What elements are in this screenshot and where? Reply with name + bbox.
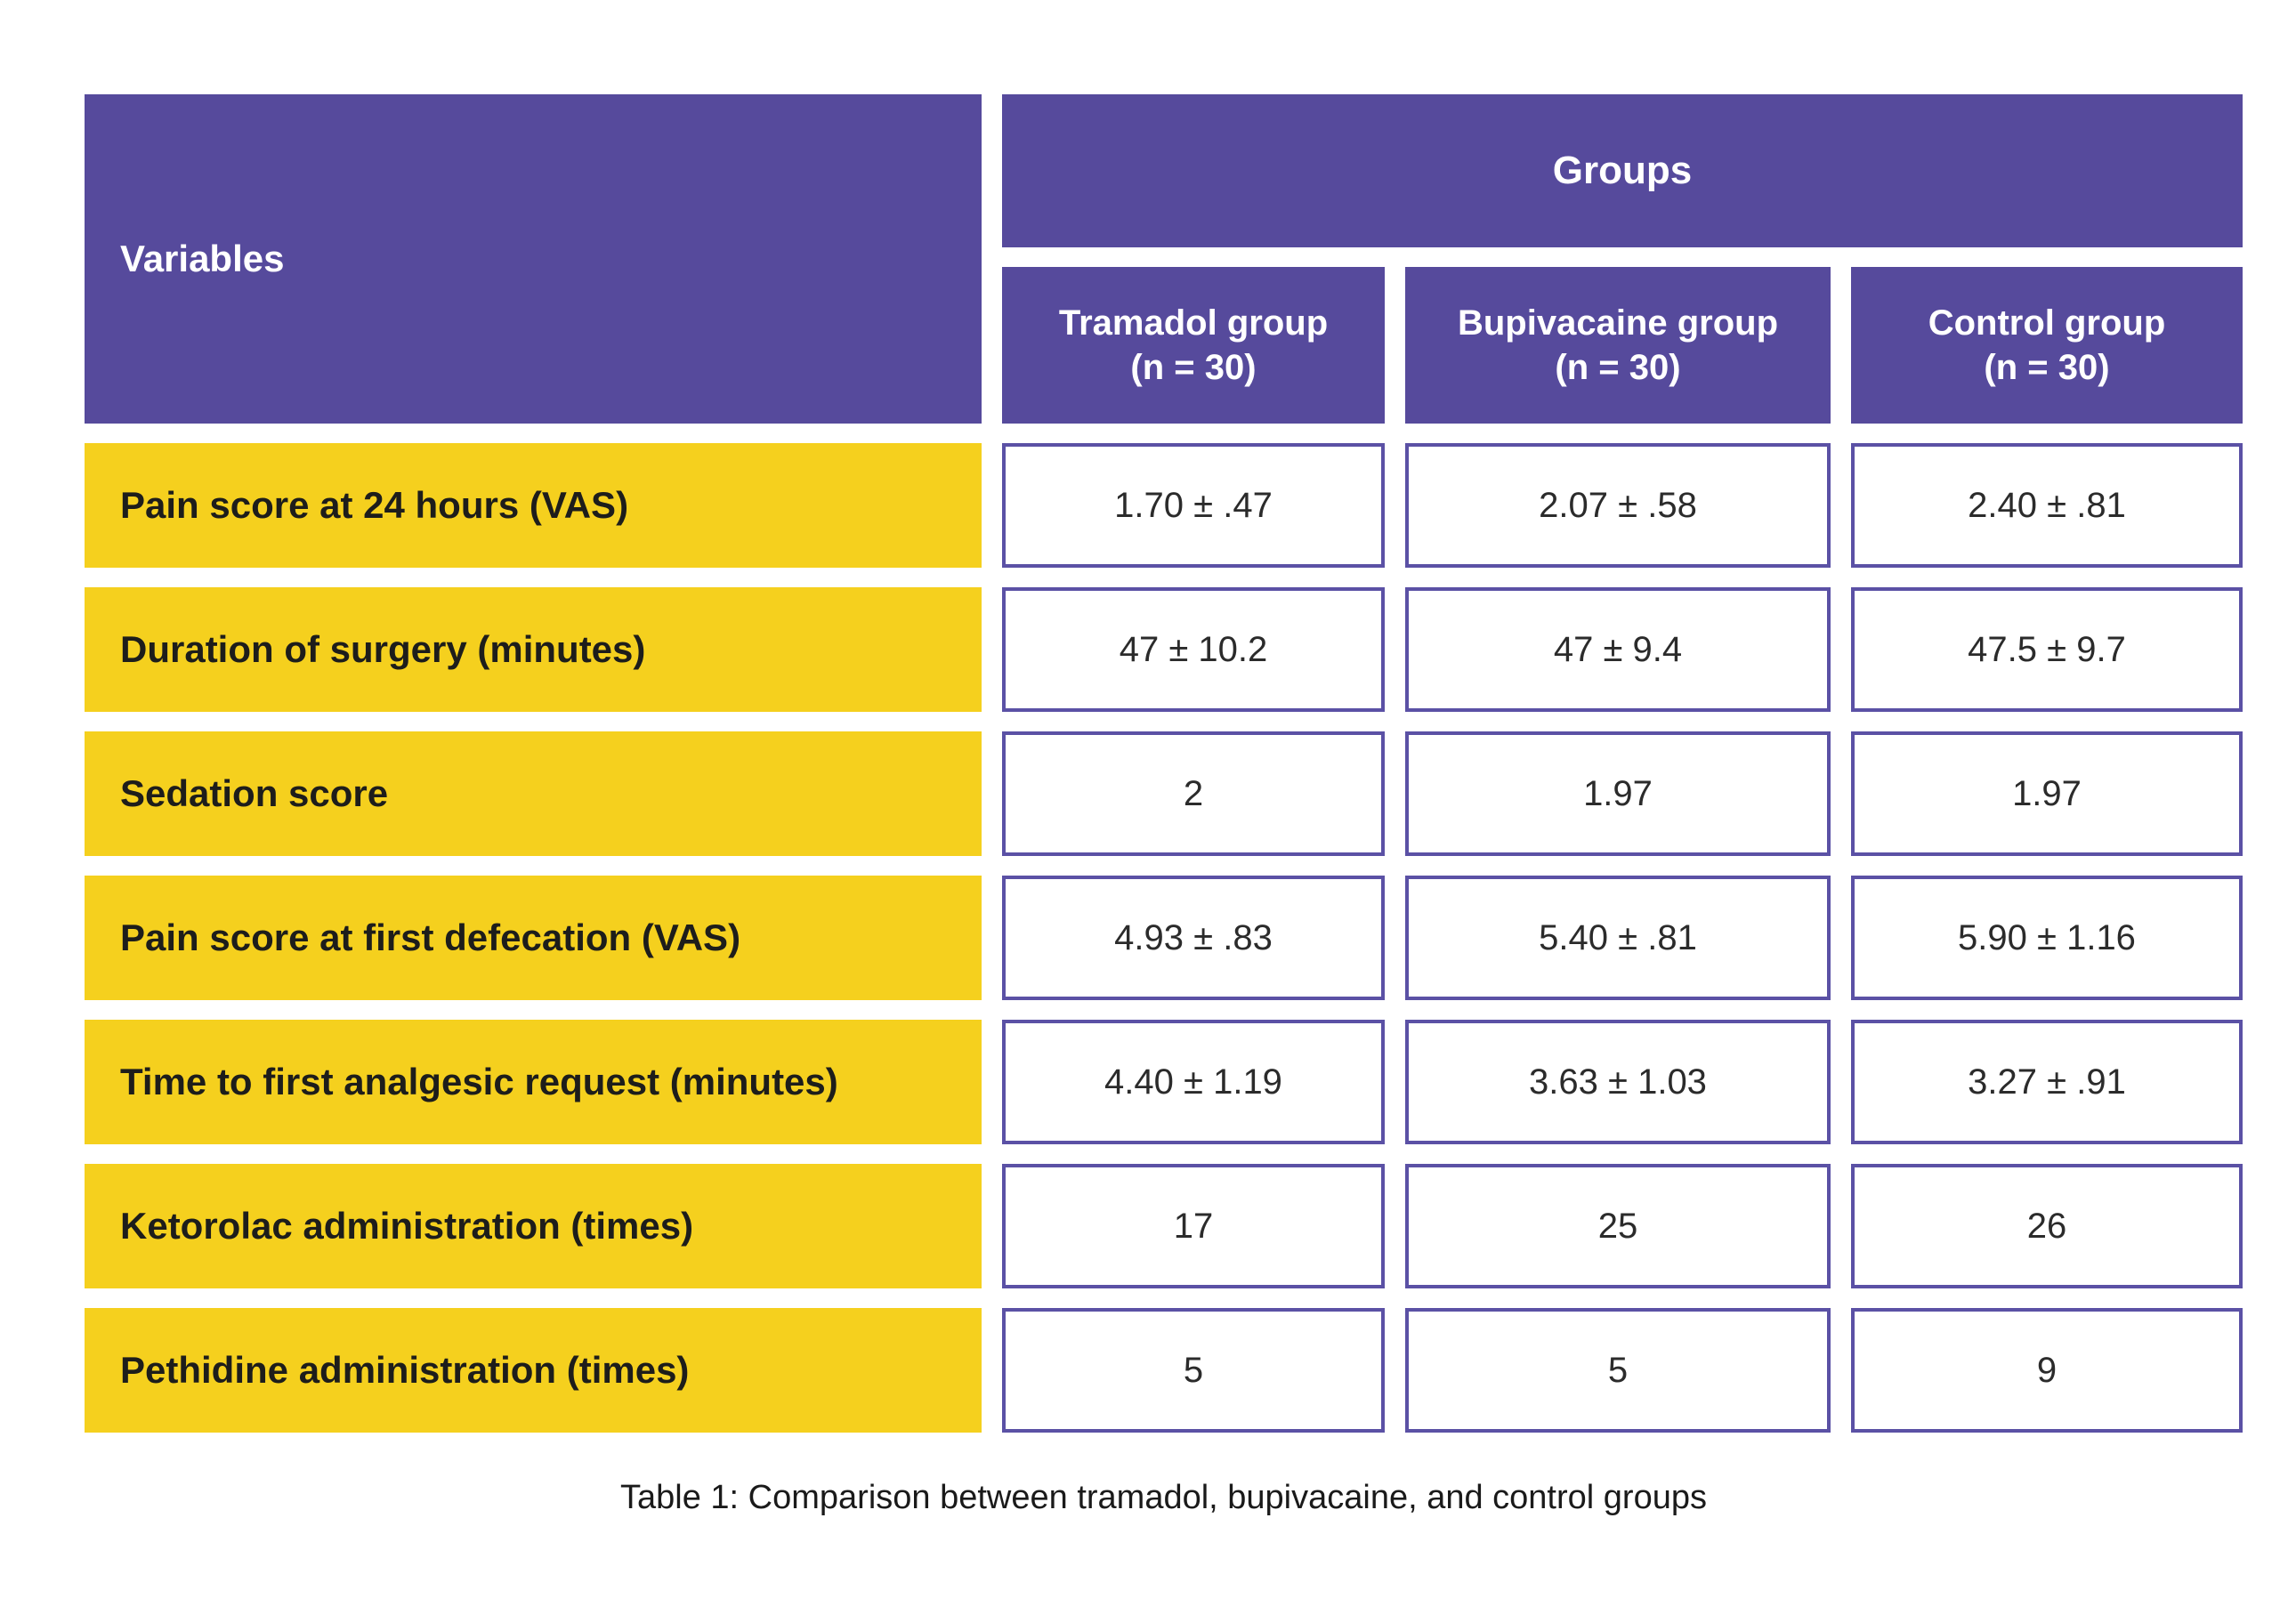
table-caption: Table 1: Comparison between tramadol, bu… <box>620 1479 1707 1516</box>
value-cell-tramadol: 2 <box>1002 731 1385 856</box>
row-label: Time to first analgesic request (minutes… <box>85 1020 982 1144</box>
column-header-n: (n = 30) <box>1130 348 1257 387</box>
value-cell-bupivacaine: 5.40 ± .81 <box>1405 876 1831 1000</box>
column-header-n: (n = 30) <box>1555 348 1681 387</box>
value-cell-tramadol: 1.70 ± .47 <box>1002 443 1385 568</box>
value-cell-tramadol: 4.40 ± 1.19 <box>1002 1020 1385 1144</box>
column-header-control: Control group (n = 30) <box>1851 267 2243 424</box>
value-cell-bupivacaine: 1.97 <box>1405 731 1831 856</box>
comparison-table: Variables Groups Tramadol group (n = 30)… <box>85 94 2243 1433</box>
value-cell-tramadol: 47 ± 10.2 <box>1002 587 1385 712</box>
row-label: Sedation score <box>85 731 982 856</box>
value-cell-control: 2.40 ± .81 <box>1851 443 2243 568</box>
value-cell-control: 3.27 ± .91 <box>1851 1020 2243 1144</box>
value-cell-tramadol: 5 <box>1002 1308 1385 1433</box>
value-cell-bupivacaine: 2.07 ± .58 <box>1405 443 1831 568</box>
value-cell-control: 9 <box>1851 1308 2243 1433</box>
row-label: Ketorolac administration (times) <box>85 1164 982 1288</box>
row-label: Pain score at 24 hours (VAS) <box>85 443 982 568</box>
value-cell-control: 47.5 ± 9.7 <box>1851 587 2243 712</box>
column-header-label: Control group <box>1928 303 2166 343</box>
row-label: Pethidine administration (times) <box>85 1308 982 1433</box>
value-cell-tramadol: 4.93 ± .83 <box>1002 876 1385 1000</box>
column-header-tramadol: Tramadol group (n = 30) <box>1002 267 1385 424</box>
column-header-bupivacaine: Bupivacaine group (n = 30) <box>1405 267 1831 424</box>
column-header-n: (n = 30) <box>1984 348 2110 387</box>
column-header-label: Tramadol group <box>1058 303 1329 343</box>
value-cell-control: 26 <box>1851 1164 2243 1288</box>
row-label: Duration of surgery (minutes) <box>85 587 982 712</box>
value-cell-control: 5.90 ± 1.16 <box>1851 876 2243 1000</box>
value-cell-bupivacaine: 5 <box>1405 1308 1831 1433</box>
value-cell-control: 1.97 <box>1851 731 2243 856</box>
variables-header: Variables <box>85 94 982 424</box>
column-header-label: Bupivacaine group <box>1457 303 1779 343</box>
value-cell-bupivacaine: 25 <box>1405 1164 1831 1288</box>
value-cell-bupivacaine: 3.63 ± 1.03 <box>1405 1020 1831 1144</box>
value-cell-tramadol: 17 <box>1002 1164 1385 1288</box>
groups-header: Groups <box>1002 94 2243 247</box>
row-label: Pain score at first defecation (VAS) <box>85 876 982 1000</box>
value-cell-bupivacaine: 47 ± 9.4 <box>1405 587 1831 712</box>
